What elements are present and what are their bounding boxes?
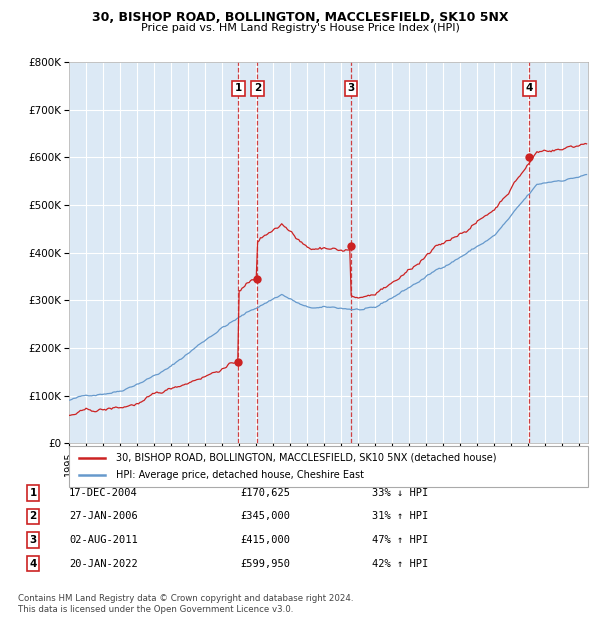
Text: 2: 2 (254, 83, 261, 93)
Text: 2: 2 (29, 512, 37, 521)
Text: Contains HM Land Registry data © Crown copyright and database right 2024.: Contains HM Land Registry data © Crown c… (18, 593, 353, 603)
Text: £345,000: £345,000 (240, 512, 290, 521)
Text: 33% ↓ HPI: 33% ↓ HPI (372, 488, 428, 498)
Text: 27-JAN-2006: 27-JAN-2006 (69, 512, 138, 521)
Text: 47% ↑ HPI: 47% ↑ HPI (372, 535, 428, 545)
Text: Price paid vs. HM Land Registry's House Price Index (HPI): Price paid vs. HM Land Registry's House … (140, 23, 460, 33)
Text: 1: 1 (29, 488, 37, 498)
Text: HPI: Average price, detached house, Cheshire East: HPI: Average price, detached house, Ches… (116, 471, 364, 480)
Text: £170,625: £170,625 (240, 488, 290, 498)
Text: 1: 1 (235, 83, 242, 93)
Text: This data is licensed under the Open Government Licence v3.0.: This data is licensed under the Open Gov… (18, 604, 293, 614)
Text: 3: 3 (347, 83, 355, 93)
Text: 20-JAN-2022: 20-JAN-2022 (69, 559, 138, 569)
Text: 17-DEC-2004: 17-DEC-2004 (69, 488, 138, 498)
Text: 31% ↑ HPI: 31% ↑ HPI (372, 512, 428, 521)
Text: 02-AUG-2011: 02-AUG-2011 (69, 535, 138, 545)
Text: £415,000: £415,000 (240, 535, 290, 545)
Text: 3: 3 (29, 535, 37, 545)
Text: 30, BISHOP ROAD, BOLLINGTON, MACCLESFIELD, SK10 5NX: 30, BISHOP ROAD, BOLLINGTON, MACCLESFIEL… (92, 11, 508, 24)
Text: 42% ↑ HPI: 42% ↑ HPI (372, 559, 428, 569)
Text: 4: 4 (526, 83, 533, 93)
FancyBboxPatch shape (69, 446, 588, 487)
Text: 4: 4 (29, 559, 37, 569)
Text: £599,950: £599,950 (240, 559, 290, 569)
Text: 30, BISHOP ROAD, BOLLINGTON, MACCLESFIELD, SK10 5NX (detached house): 30, BISHOP ROAD, BOLLINGTON, MACCLESFIEL… (116, 453, 496, 463)
